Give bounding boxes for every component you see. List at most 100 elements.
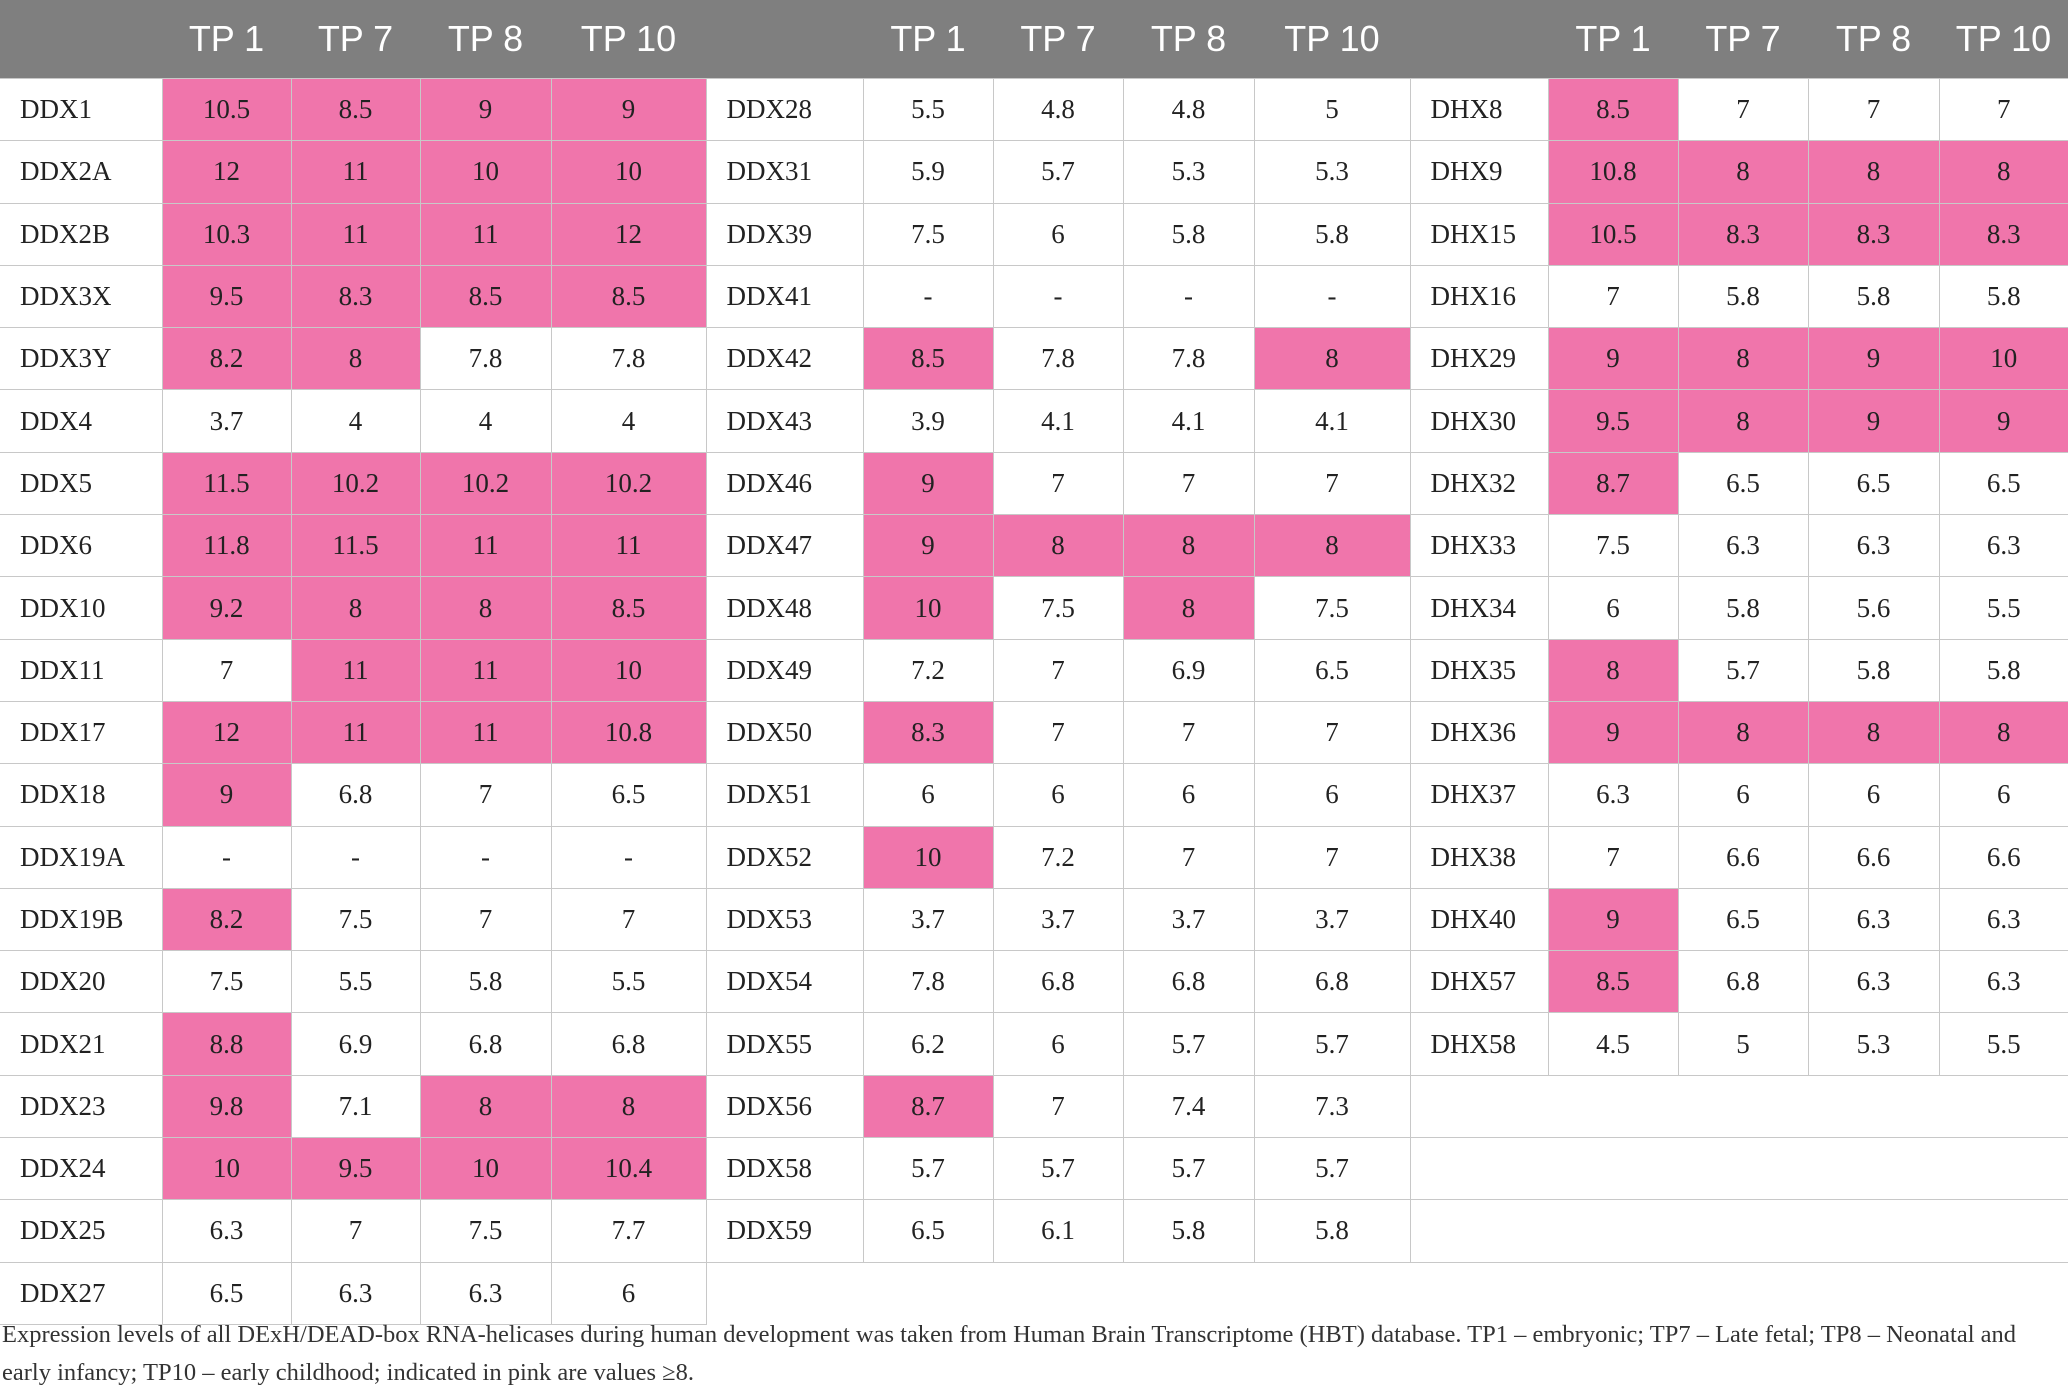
expression-value-cell: 6.3 (1807, 887, 1940, 952)
gene-name-cell: DHX15 (1409, 202, 1549, 266)
expression-value-cell: - (161, 825, 292, 889)
expression-value-cell: 10 (862, 825, 994, 889)
header-timepoint: TP 7 (291, 0, 420, 79)
expression-value-cell: 5.6 (1807, 576, 1940, 640)
expression-value-cell: 11 (419, 514, 552, 578)
expression-value-cell: 8.5 (550, 264, 707, 329)
expression-value-cell: 7 (992, 638, 1124, 702)
header-timepoint: TP 7 (993, 0, 1123, 79)
expression-value-cell: 7 (992, 451, 1124, 516)
gene-name-cell: DDX1 (0, 77, 163, 142)
expression-value-cell: 11 (419, 700, 552, 765)
expression-value-cell: 6.8 (1122, 950, 1255, 1014)
header-gene-column (0, 0, 162, 79)
expression-value-cell: 6.9 (1122, 638, 1255, 702)
gene-name-cell: DDX47 (705, 514, 864, 578)
expression-value-cell: 7 (992, 1074, 1124, 1139)
gene-name-cell: DDX19B (0, 887, 163, 952)
expression-value-cell: 7.7 (550, 1199, 707, 1263)
expression-value-cell: 11 (290, 638, 421, 702)
expression-value-cell: 5.5 (862, 77, 994, 142)
table-row: DDX19B 8.2 7.5 7 7 DDX53 3.7 3.7 3.7 3.7 DHX40 9 6.5… (0, 887, 2068, 952)
expression-value-cell: 8.5 (1547, 950, 1679, 1014)
expression-value-cell: 7 (161, 638, 292, 702)
gene-name-cell: DDX43 (705, 389, 864, 453)
expression-value-cell: 7 (419, 763, 552, 827)
expression-value-cell: 9 (1807, 327, 1940, 391)
gene-name-cell: DDX25 (0, 1199, 163, 1263)
expression-value-cell: 10.5 (161, 77, 292, 142)
expression-value-cell: 5.8 (1807, 264, 1940, 329)
expression-value-cell: 6.1 (992, 1199, 1124, 1263)
expression-value-cell: 7 (419, 887, 552, 952)
expression-value-cell: 6.5 (1807, 451, 1940, 516)
gene-name-cell: DHX40 (1409, 887, 1549, 952)
expression-value-cell: 4.8 (1122, 77, 1255, 142)
expression-value-cell: 7 (1807, 77, 1940, 142)
gene-name-cell: DDX55 (705, 1012, 864, 1076)
expression-value-cell: 8 (290, 327, 421, 391)
expression-value-cell: 5.8 (1122, 202, 1255, 266)
expression-value-cell: 9 (419, 77, 552, 142)
header-timepoint: TP 1 (863, 0, 993, 79)
expression-value-cell: - (290, 825, 421, 889)
expression-value-cell: 8.7 (862, 1074, 994, 1139)
header-timepoint: TP 1 (1548, 0, 1678, 79)
expression-value-cell: 10.4 (550, 1137, 707, 1201)
header-timepoint: TP 8 (1123, 0, 1254, 79)
expression-value-cell: 6 (1253, 763, 1411, 827)
expression-value-cell: 6.3 (1938, 950, 2068, 1014)
gene-name-cell: DHX38 (1409, 825, 1549, 889)
helicase-expression-table: TP 1 TP 7 TP 8 TP 10 TP 1 TP 7 TP 8 TP 10 TP 1 TP… (0, 0, 2068, 1325)
header-timepoint: TP 10 (1254, 0, 1410, 79)
expression-value-cell: 8 (419, 1074, 552, 1139)
gene-name-cell: DDX6 (0, 514, 163, 578)
expression-value-cell: 9 (1807, 389, 1940, 453)
table-row: DDX6 11.8 11.5 11 11 DDX47 9 8 8 8 DHX33 7.5 6.3 6.3 6… (0, 514, 2068, 578)
expression-value-cell: 5.8 (1677, 264, 1809, 329)
table-row: DDX21 8.8 6.9 6.8 6.8 DDX55 6.2 6 5.7 5.7 DHX58 4.5… (0, 1012, 2068, 1076)
expression-value-cell: 6.6 (1677, 825, 1809, 889)
expression-value-cell: 10.8 (1547, 140, 1679, 204)
expression-value-cell: 5.8 (1677, 576, 1809, 640)
expression-value-cell: 5.3 (1253, 140, 1411, 204)
expression-value-cell: 5.7 (1253, 1012, 1411, 1076)
expression-value-cell: 6 (862, 763, 994, 827)
expression-value-cell: 6.5 (161, 1261, 292, 1325)
expression-value-cell: 7.8 (1122, 327, 1255, 391)
header-gene-column (706, 0, 863, 79)
expression-value-cell: 8 (1122, 514, 1255, 578)
expression-value-cell: 4 (290, 389, 421, 453)
expression-value-cell: 6.5 (550, 763, 707, 827)
gene-name-cell: DDX2B (0, 202, 163, 266)
expression-value-cell: 6 (1547, 576, 1679, 640)
expression-value-cell: 8 (1938, 700, 2068, 765)
expression-value-cell: 8.5 (550, 576, 707, 640)
gene-name-cell: DDX54 (705, 950, 864, 1014)
expression-value-cell: 6 (550, 1261, 707, 1325)
table-row: DDX3X 9.5 8.3 8.5 8.5 DDX41- - - - DHX16 7 5.8 5.8 5.… (0, 264, 2068, 329)
expression-value-cell: 8 (992, 514, 1124, 578)
gene-name-cell: DDX48 (705, 576, 864, 640)
expression-value-cell: 8 (1253, 514, 1411, 578)
gene-name-cell: DHX36 (1409, 700, 1549, 765)
expression-value-cell: 7.5 (1547, 514, 1679, 578)
gene-name-cell: DHX33 (1409, 514, 1549, 578)
expression-value-cell: 10.2 (419, 451, 552, 516)
gene-name-cell: DDX51 (705, 763, 864, 827)
gene-name-cell: DDX53 (705, 887, 864, 952)
expression-value-cell: 6.6 (1807, 825, 1940, 889)
expression-value-cell: 8.5 (419, 264, 552, 329)
expression-value-cell: 3.9 (862, 389, 994, 453)
expression-value-cell: 7.5 (419, 1199, 552, 1263)
expression-value-cell: 6.5 (1677, 887, 1809, 952)
expression-value-cell: 4 (550, 389, 707, 453)
expression-value-cell: 6.9 (290, 1012, 421, 1076)
expression-value-cell: 10.5 (1547, 202, 1679, 266)
expression-value-cell: 3.7 (992, 887, 1124, 952)
expression-value-cell: 5.8 (1253, 202, 1411, 266)
expression-value-cell: 5.5 (290, 950, 421, 1014)
expression-value-cell: 5.7 (1122, 1137, 1255, 1201)
expression-value-cell: 5.7 (862, 1137, 994, 1201)
expression-value-cell: 10.3 (161, 202, 292, 266)
